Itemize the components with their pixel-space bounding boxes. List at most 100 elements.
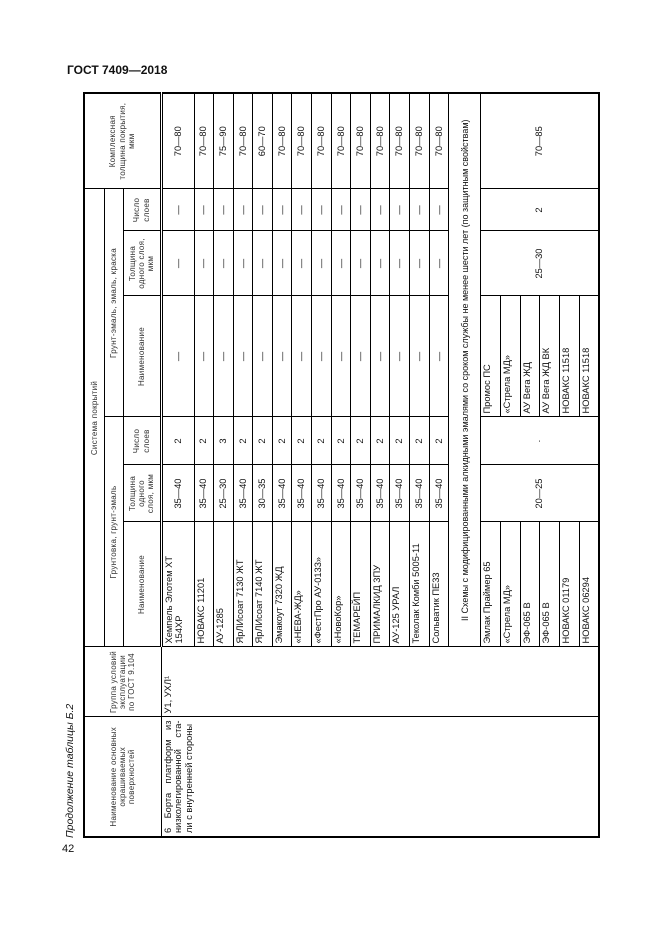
- total-thickness-cell: 70—80: [311, 92, 332, 189]
- primer-name-cell: Хемпель Элотем ХТ 154ХР: [161, 522, 194, 647]
- enamel-layers-cell: —: [291, 188, 312, 231]
- enamel-name-cell: —: [311, 296, 332, 417]
- enamel-thickness-cell: —: [370, 231, 390, 296]
- enamel-thickness-cell: 25—30: [480, 231, 599, 296]
- col-header-total: Комплексная толщина покрытия, мкм: [84, 92, 161, 189]
- enamel-name-cell: Промос ПС: [480, 296, 501, 417]
- enamel-thickness-cell: —: [233, 231, 253, 296]
- primer-thickness-cell: 35—40: [291, 465, 312, 522]
- primer-thickness-cell: 35—40: [233, 465, 253, 522]
- primer-name-cell: «НовоКор»: [331, 522, 351, 647]
- primer-name-cell: АУ-1285: [213, 522, 234, 647]
- enamel-thickness-cell: —: [429, 231, 449, 296]
- surface-cell: 6 Борта платформ из низколегированной ст…: [161, 717, 599, 837]
- enamel-layers-cell: —: [213, 188, 234, 231]
- enamel-name-cell: НОВАКС 11518: [559, 296, 580, 417]
- enamel-name-cell: —: [331, 296, 351, 417]
- enamel-layers-cell: —: [389, 188, 410, 231]
- primer-thickness-cell: 35—40: [389, 465, 410, 522]
- primer-thickness-cell: 35—40: [272, 465, 292, 522]
- total-thickness-cell: 70—85: [480, 92, 599, 189]
- enamel-layers-cell: 2: [480, 188, 599, 231]
- primer-name-cell: Эмлак Праймер 65: [480, 522, 501, 647]
- page-number: 42: [62, 843, 75, 855]
- enamel-layers-cell: —: [409, 188, 430, 231]
- primer-name-cell: «Стрела МД»: [500, 522, 521, 647]
- enamel-layers-cell: —: [272, 188, 292, 231]
- primer-layers-cell: 2: [429, 417, 449, 465]
- primer-thickness-cell: 35—40: [161, 465, 194, 522]
- primer-name-cell: Теколак Комби 5005-11: [409, 522, 430, 647]
- enamel-name-cell: —: [370, 296, 390, 417]
- primer-layers-cell: 2: [370, 417, 390, 465]
- enamel-thickness-cell: —: [350, 231, 371, 296]
- primer-thickness-cell: 35—40: [194, 465, 214, 522]
- total-thickness-cell: 70—80: [161, 92, 194, 189]
- primer-thickness-cell: 20—25: [480, 465, 599, 522]
- section-title: II Схемы с модифицированными алкидными э…: [448, 92, 481, 647]
- enamel-layers-cell: —: [350, 188, 371, 231]
- primer-name-cell: НОВАКС 11201: [194, 522, 214, 647]
- col-header-system: Система покрытий: [84, 188, 104, 647]
- enamel-name-cell: —: [252, 296, 273, 417]
- primer-layers-cell: 2: [233, 417, 253, 465]
- total-thickness-cell: 70—80: [429, 92, 449, 189]
- group-cell: У1, УХЛ¹: [161, 647, 599, 717]
- rotated-table-block: Продолжение таблицы Б.2 Наименование осн…: [64, 91, 600, 838]
- col-header-primer-layers: Число слоев: [123, 417, 161, 465]
- enamel-thickness-cell: —: [194, 231, 214, 296]
- total-thickness-cell: 70—80: [194, 92, 214, 189]
- enamel-layers-cell: —: [370, 188, 390, 231]
- primer-layers-cell: 2: [194, 417, 214, 465]
- enamel-thickness-cell: —: [331, 231, 351, 296]
- enamel-layers-cell: —: [194, 188, 214, 231]
- enamel-thickness-cell: —: [311, 231, 332, 296]
- enamel-layers-cell: —: [161, 188, 194, 231]
- primer-name-cell: НОВАКС 06294: [579, 522, 599, 647]
- col-header-surface: Наименование основных окрашиваемых повер…: [84, 717, 161, 837]
- coating-systems-table: Наименование основных окрашиваемых повер…: [83, 91, 600, 838]
- primer-thickness-cell: 35—40: [409, 465, 430, 522]
- col-header-primer-name: Наименование: [123, 522, 161, 647]
- primer-name-cell: Сольватик ПЕ33: [429, 522, 449, 647]
- primer-name-cell: ТЕМАРЕЙП: [350, 522, 371, 647]
- enamel-layers-cell: —: [252, 188, 273, 231]
- enamel-thickness-cell: —: [409, 231, 430, 296]
- primer-name-cell: Эмакоут 7320 ЖД: [272, 522, 292, 647]
- primer-thickness-cell: 35—40: [350, 465, 371, 522]
- enamel-name-cell: —: [350, 296, 371, 417]
- col-header-enamel-name: Наименование: [123, 296, 161, 417]
- primer-name-cell: НОВАКС 01179: [559, 522, 580, 647]
- primer-thickness-cell: 35—40: [370, 465, 390, 522]
- total-thickness-cell: 70—80: [233, 92, 253, 189]
- primer-layers-cell: 2: [161, 417, 194, 465]
- enamel-name-cell: —: [409, 296, 430, 417]
- enamel-name-cell: —: [161, 296, 194, 417]
- table-row: 6 Борта платформ из низколегированной ст…: [161, 92, 599, 837]
- enamel-layers-cell: —: [331, 188, 351, 231]
- enamel-name-cell: —: [194, 296, 214, 417]
- table-caption: Продолжение таблицы Б.2: [64, 703, 76, 838]
- total-thickness-cell: 60—70: [252, 92, 273, 189]
- enamel-name-cell: —: [291, 296, 312, 417]
- col-header-primer-group: Грунтовка, грунт-эмаль: [104, 417, 123, 647]
- enamel-name-cell: —: [213, 296, 234, 417]
- total-thickness-cell: 70—80: [331, 92, 351, 189]
- col-header-primer-thickness: Толщина одного слоя, мкм: [123, 465, 161, 522]
- primer-layers-cell: 2: [311, 417, 332, 465]
- enamel-name-cell: —: [429, 296, 449, 417]
- primer-layers-cell: 2: [291, 417, 312, 465]
- enamel-name-cell: —: [272, 296, 292, 417]
- primer-name-cell: ПРИМАЛКИД 3ПУ: [370, 522, 390, 647]
- enamel-layers-cell: —: [233, 188, 253, 231]
- primer-layers-cell: 3: [213, 417, 234, 465]
- primer-layers-cell: 2: [409, 417, 430, 465]
- enamel-name-cell: «Стрела МД»: [500, 296, 521, 417]
- primer-name-cell: ЭФ-065 В: [520, 522, 540, 647]
- table-body: 6 Борта платформ из низколегированной ст…: [161, 92, 599, 837]
- enamel-thickness-cell: —: [161, 231, 194, 296]
- enamel-name-cell: АУ Вега ЖД: [520, 296, 540, 417]
- total-thickness-cell: 70—80: [272, 92, 292, 189]
- col-header-enamel-layers: Число слоев: [123, 188, 161, 231]
- enamel-thickness-cell: —: [389, 231, 410, 296]
